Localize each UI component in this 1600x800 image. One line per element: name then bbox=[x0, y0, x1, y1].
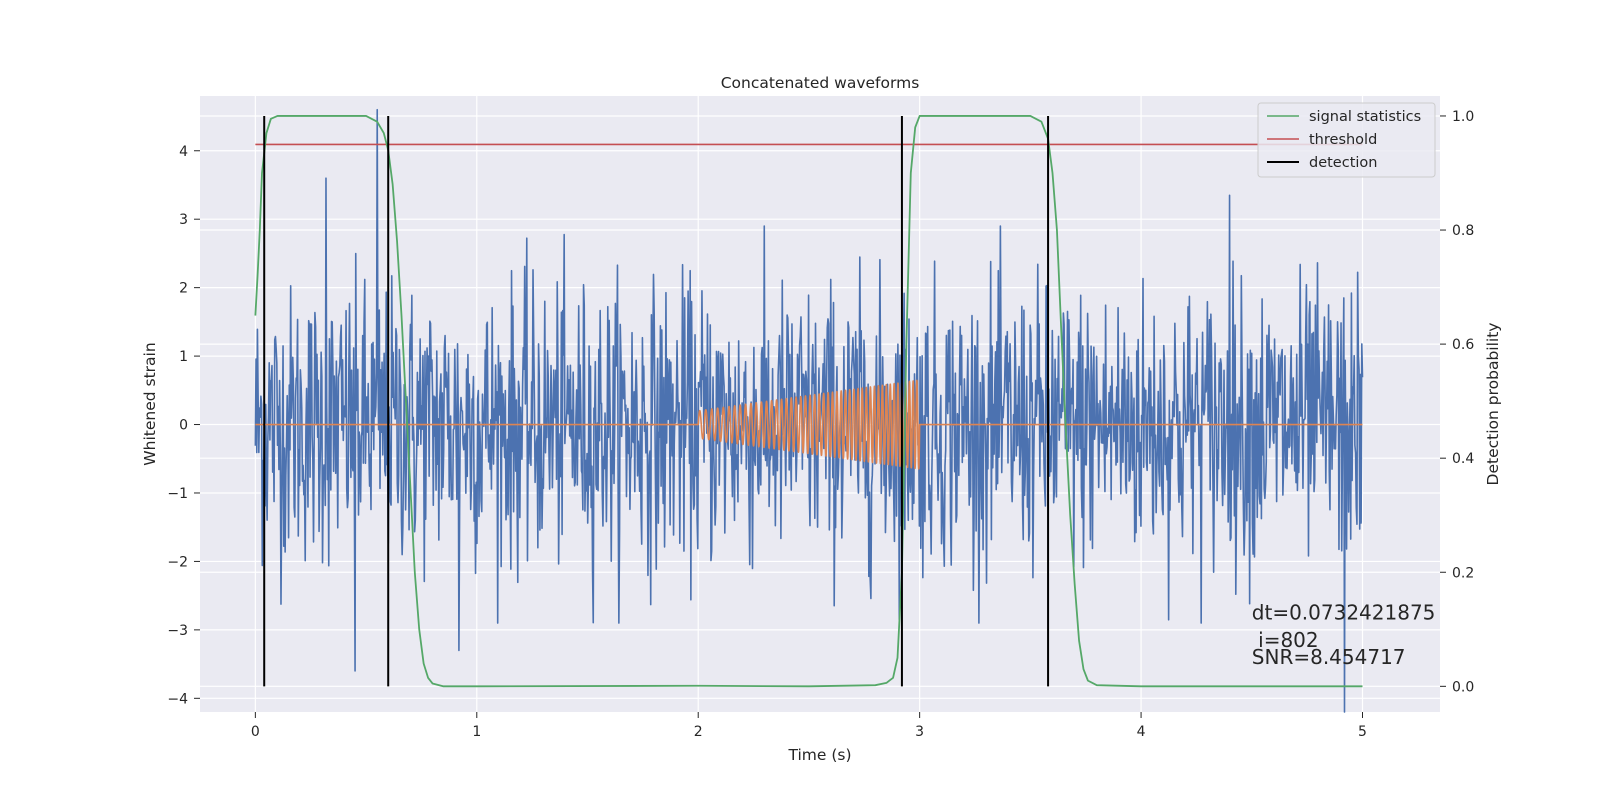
x-tick-label: 0 bbox=[251, 724, 260, 740]
x-tick-label: 5 bbox=[1358, 724, 1367, 740]
y2-tick-label: 0.8 bbox=[1452, 223, 1474, 239]
y2-tick-label: 0.2 bbox=[1452, 565, 1474, 581]
strain-line bbox=[254, 108, 1364, 713]
y-tick-label: −1 bbox=[167, 486, 188, 502]
y-tick-label: −4 bbox=[167, 691, 188, 707]
y-tick-label: 2 bbox=[179, 281, 188, 297]
annotation-text: dt=0.0732421875 bbox=[1252, 601, 1436, 625]
y2-tick-label: 0.6 bbox=[1452, 337, 1474, 353]
y-tick-label: 4 bbox=[179, 144, 188, 160]
legend: signal statistics threshold detection bbox=[1257, 102, 1436, 178]
legend-box bbox=[1257, 102, 1436, 178]
signal-statistics-line bbox=[254, 115, 1363, 688]
tick-layer: 0 1 2 3 4 5 −4 −3 −2 −1 0 1 2 3 4 0.0 0.2 0.4 0.6 0.8 1.0 bbox=[167, 109, 1474, 740]
y-axis-label: Whitened strain bbox=[141, 342, 159, 465]
chart-title: Concatenated waveforms bbox=[721, 74, 920, 92]
y2-tick-label: 0.0 bbox=[1452, 679, 1474, 695]
y-tick-label: 3 bbox=[179, 212, 188, 228]
annotation-text: SNR=8.454717 bbox=[1252, 645, 1406, 669]
annotation-text: i=802 bbox=[1252, 628, 1319, 652]
y-tick-label: −3 bbox=[167, 623, 188, 639]
legend-label-signal-statistics: signal statistics bbox=[1309, 109, 1421, 125]
legend-label-threshold: threshold bbox=[1309, 132, 1377, 148]
detection-layer bbox=[263, 115, 1050, 687]
chirp-layer bbox=[255, 379, 1363, 470]
y-tick-label: 1 bbox=[179, 349, 188, 365]
chirp-line bbox=[255, 379, 1363, 470]
y2-axis-label: Detection probability bbox=[1484, 323, 1502, 486]
strain-layer bbox=[254, 108, 1364, 713]
x-tick-label: 2 bbox=[694, 724, 703, 740]
y2-tick-label: 0.4 bbox=[1452, 451, 1474, 467]
x-axis-label: Time (s) bbox=[787, 746, 851, 764]
y-tick-label: 0 bbox=[179, 418, 188, 434]
y-tick-label: −2 bbox=[167, 554, 188, 570]
x-tick-label: 1 bbox=[472, 724, 481, 740]
x-tick-label: 4 bbox=[1137, 724, 1146, 740]
stat-layer bbox=[254, 115, 1363, 688]
y2-tick-label: 1.0 bbox=[1452, 109, 1474, 125]
x-tick-label: 3 bbox=[915, 724, 924, 740]
legend-label-detection: detection bbox=[1309, 155, 1377, 171]
